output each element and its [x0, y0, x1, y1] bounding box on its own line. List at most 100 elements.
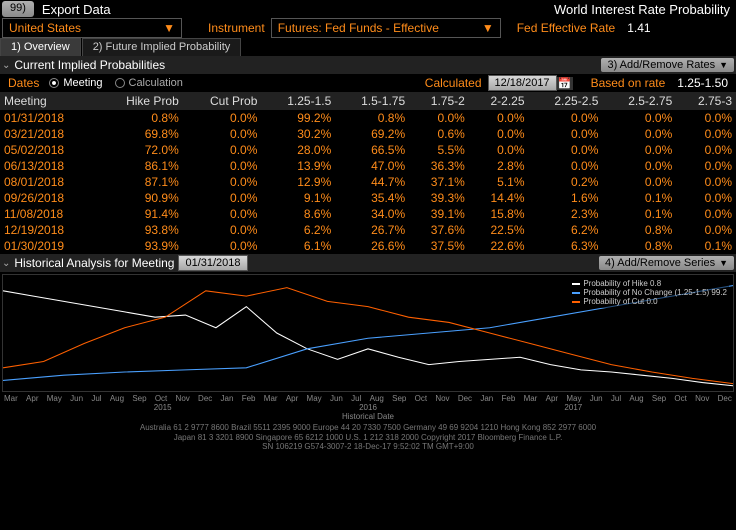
- table-cell: 06/13/2018: [0, 158, 97, 174]
- table-row: 01/30/201993.9%0.0%6.1%26.6%37.5%22.6%6.…: [0, 238, 736, 254]
- calendar-icon[interactable]: 📅: [557, 77, 573, 90]
- table-cell: 12.9%: [261, 174, 335, 190]
- table-cell: 2.3%: [529, 206, 603, 222]
- calculated-label: Calculated: [419, 74, 488, 92]
- table-cell: 99.2%: [261, 110, 335, 126]
- add-remove-series-label: 4) Add/Remove Series: [605, 257, 715, 269]
- table-cell: 39.1%: [409, 206, 469, 222]
- table-cell: 0.0%: [183, 110, 262, 126]
- table-cell: 0.0%: [183, 190, 262, 206]
- col-header: Cut Prob: [183, 92, 262, 110]
- table-cell: 0.0%: [409, 110, 469, 126]
- table-cell: 0.1%: [676, 238, 736, 254]
- table-cell: 47.0%: [335, 158, 409, 174]
- footer-line2: Japan 81 3 3201 8900 Singapore 65 6212 1…: [6, 433, 730, 443]
- col-header: 2-2.25: [469, 92, 529, 110]
- chart-x-label: Historical Date: [0, 412, 736, 421]
- table-row: 09/26/201890.9%0.0%9.1%35.4%39.3%14.4%1.…: [0, 190, 736, 206]
- table-cell: 91.4%: [97, 206, 183, 222]
- chart-year-axis: 201520162017: [0, 403, 736, 412]
- col-header: 2.25-2.5: [529, 92, 603, 110]
- dates-label: Dates: [2, 74, 45, 92]
- historical-chart: Probability of Hike 0.8 Probability of N…: [2, 274, 734, 392]
- table-cell: 28.0%: [261, 142, 335, 158]
- table-row: 08/01/201887.1%0.0%12.9%44.7%37.1%5.1%0.…: [0, 174, 736, 190]
- table-row: 12/19/201893.8%0.0%6.2%26.7%37.6%22.5%6.…: [0, 222, 736, 238]
- page-title: World Interest Rate Probability: [548, 0, 736, 18]
- table-cell: 37.5%: [409, 238, 469, 254]
- historical-title: Historical Analysis for Meeting: [14, 256, 174, 270]
- calculated-date-input[interactable]: 12/18/2017: [488, 75, 557, 91]
- effective-rate-label: Fed Effective Rate: [511, 19, 622, 37]
- collapse-icon[interactable]: ⌄: [2, 60, 10, 71]
- col-header: 1.25-1.5: [261, 92, 335, 110]
- table-cell: 0.0%: [529, 110, 603, 126]
- instrument-select[interactable]: Futures: Fed Funds - Effective ▼: [271, 18, 501, 38]
- tab-future-implied[interactable]: 2) Future Implied Probability: [82, 38, 242, 56]
- table-cell: 35.4%: [335, 190, 409, 206]
- table-row: 11/08/201891.4%0.0%8.6%34.0%39.1%15.8%2.…: [0, 206, 736, 222]
- table-cell: 0.8%: [335, 110, 409, 126]
- instrument-label: Instrument: [202, 19, 271, 37]
- table-cell: 0.0%: [183, 142, 262, 158]
- chevron-down-icon: ▼: [719, 258, 728, 268]
- table-cell: 44.7%: [335, 174, 409, 190]
- effective-rate-value: 1.41: [621, 19, 656, 37]
- footer-line1: Australia 61 2 9777 8600 Brazil 5511 239…: [6, 423, 730, 433]
- table-cell: 86.1%: [97, 158, 183, 174]
- table-cell: 0.0%: [676, 142, 736, 158]
- chevron-down-icon: ▼: [163, 21, 175, 35]
- probability-table: MeetingHike ProbCut Prob1.25-1.51.5-1.75…: [0, 92, 736, 254]
- table-cell: 87.1%: [97, 174, 183, 190]
- meeting-radio-label: Meeting: [63, 77, 102, 89]
- table-cell: 0.0%: [469, 110, 529, 126]
- country-select[interactable]: United States ▼: [2, 18, 182, 38]
- table-row: 01/31/20180.8%0.0%99.2%0.8%0.0%0.0%0.0%0…: [0, 110, 736, 126]
- meeting-date-input[interactable]: 01/31/2018: [178, 255, 247, 271]
- table-cell: 30.2%: [261, 126, 335, 142]
- instrument-value: Futures: Fed Funds - Effective: [278, 21, 439, 35]
- table-cell: 0.8%: [602, 238, 676, 254]
- table-cell: 0.0%: [602, 126, 676, 142]
- add-remove-rates-button[interactable]: 3) Add/Remove Rates ▼: [601, 58, 734, 72]
- table-cell: 26.6%: [335, 238, 409, 254]
- table-cell: 66.5%: [335, 142, 409, 158]
- add-remove-series-button[interactable]: 4) Add/Remove Series ▼: [599, 256, 734, 270]
- table-cell: 39.3%: [409, 190, 469, 206]
- table-cell: 0.0%: [529, 142, 603, 158]
- table-cell: 5.5%: [409, 142, 469, 158]
- footer: Australia 61 2 9777 8600 Brazil 5511 239…: [0, 421, 736, 454]
- table-cell: 0.0%: [602, 158, 676, 174]
- table-cell: 15.8%: [469, 206, 529, 222]
- table-cell: 6.1%: [261, 238, 335, 254]
- table-cell: 93.8%: [97, 222, 183, 238]
- table-cell: 0.0%: [602, 174, 676, 190]
- table-cell: 22.5%: [469, 222, 529, 238]
- table-cell: 6.2%: [529, 222, 603, 238]
- table-cell: 6.2%: [261, 222, 335, 238]
- table-cell: 1.6%: [529, 190, 603, 206]
- meeting-radio[interactable]: [49, 78, 59, 88]
- table-cell: 01/31/2018: [0, 110, 97, 126]
- table-cell: 0.0%: [676, 222, 736, 238]
- country-value: United States: [9, 21, 81, 35]
- table-cell: 0.0%: [183, 222, 262, 238]
- col-header: 1.5-1.75: [335, 92, 409, 110]
- table-cell: 26.7%: [335, 222, 409, 238]
- add-remove-rates-label: 3) Add/Remove Rates: [607, 59, 715, 71]
- table-cell: 01/30/2019: [0, 238, 97, 254]
- table-cell: 0.0%: [183, 206, 262, 222]
- table-cell: 13.9%: [261, 158, 335, 174]
- table-cell: 0.0%: [676, 158, 736, 174]
- table-cell: 0.0%: [602, 142, 676, 158]
- tab-overview[interactable]: 1) Overview: [0, 38, 81, 56]
- export-button[interactable]: 99): [2, 1, 34, 17]
- calculation-radio-label: Calculation: [129, 77, 183, 89]
- table-cell: 03/21/2018: [0, 126, 97, 142]
- collapse-icon[interactable]: ⌄: [2, 258, 10, 269]
- table-cell: 72.0%: [97, 142, 183, 158]
- table-cell: 14.4%: [469, 190, 529, 206]
- chart-legend: Probability of Hike 0.8 Probability of N…: [570, 277, 729, 308]
- col-header: 2.75-3: [676, 92, 736, 110]
- calculation-radio[interactable]: [115, 78, 125, 88]
